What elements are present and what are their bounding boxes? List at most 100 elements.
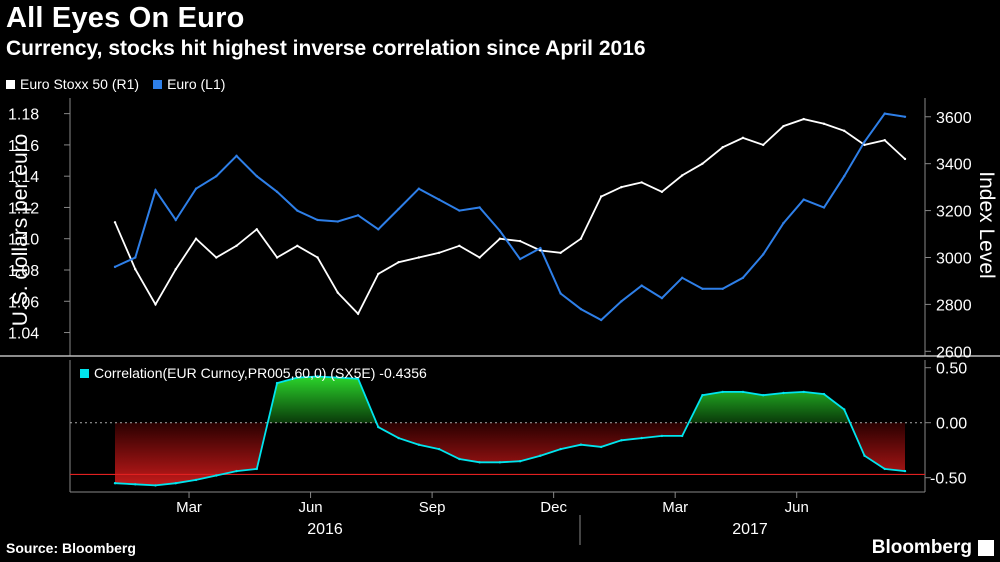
legend-label-euro: Euro (L1) xyxy=(167,76,226,92)
euro-point xyxy=(194,187,198,190)
euro-point xyxy=(620,300,623,303)
correlation-point xyxy=(194,478,198,482)
stoxx-point xyxy=(539,249,542,252)
euro-point xyxy=(356,214,360,217)
correlation-point xyxy=(762,394,765,397)
legend-swatch-euro xyxy=(153,79,163,89)
lower-right-tick-label: -0.50 xyxy=(930,471,967,488)
euro-point xyxy=(437,198,441,201)
y-axis-left-label: U.S. dollars per euro xyxy=(9,134,32,327)
correlation-point xyxy=(903,469,907,473)
correlation-point xyxy=(134,483,137,486)
stoxx-point xyxy=(458,244,461,247)
euro-point xyxy=(235,154,238,158)
stoxx-point xyxy=(903,157,907,161)
correlation-point xyxy=(782,391,785,395)
stoxx-point xyxy=(113,221,117,224)
x-tick-group: Mar Jun Sep Dec Mar Jun xyxy=(176,492,809,516)
stoxx-point xyxy=(822,122,826,126)
upper-point-group xyxy=(113,112,907,322)
left-tick-label: 1.18 xyxy=(8,107,39,124)
stoxx-point xyxy=(255,228,258,231)
correlation-point xyxy=(599,445,603,449)
stoxx-point xyxy=(154,303,157,306)
euro-series-line xyxy=(114,112,906,322)
brand-logo-text: Bloomberg xyxy=(871,537,972,558)
euro-point xyxy=(296,209,299,212)
euro-point xyxy=(599,318,603,322)
upper-left-tick-group: 1.04 1.06 1.08 1.10 1.12 1.14 1.16 1.18 xyxy=(8,107,70,343)
stoxx-point xyxy=(660,190,664,194)
right-tick-label: 3400 xyxy=(936,157,972,174)
euro-point xyxy=(417,187,421,190)
correlation-point xyxy=(296,376,299,379)
correlation-point xyxy=(255,467,258,471)
x-tick-label: Mar xyxy=(176,499,202,516)
source-note: Source: Bloomberg xyxy=(6,540,136,556)
right-tick-label: 3600 xyxy=(936,110,972,127)
euro-point xyxy=(822,206,826,209)
euro-point xyxy=(539,246,542,250)
y-axis-right-label: Index Level xyxy=(975,171,998,278)
stoxx-point xyxy=(843,129,846,133)
positive-correlation-area xyxy=(267,376,850,423)
correlation-point xyxy=(863,454,866,457)
euro-point xyxy=(721,287,724,290)
correlation-point xyxy=(356,377,360,380)
euro-point xyxy=(336,220,340,223)
x-tick-label: Mar xyxy=(662,499,688,516)
correlation-point xyxy=(701,394,704,397)
correlation-point xyxy=(417,443,421,446)
correlation-point xyxy=(336,376,340,379)
lower-right-tick-label: 0.50 xyxy=(936,361,967,378)
x-tick-label: Dec xyxy=(540,499,567,516)
euro-point xyxy=(377,228,380,231)
left-tick-label: 1.08 xyxy=(8,263,39,280)
correlation-point xyxy=(275,381,279,385)
correlation-point xyxy=(883,467,886,471)
stoxx-point xyxy=(640,181,643,184)
correlation-point xyxy=(397,436,400,440)
euro-point xyxy=(275,190,279,194)
correlation-area-group xyxy=(115,376,905,486)
legend-label-stoxx: Euro Stoxx 50 (R1) xyxy=(20,76,140,92)
euro-point xyxy=(134,256,137,259)
correlation-legend-swatch xyxy=(80,369,89,378)
correlation-point xyxy=(498,461,502,464)
correlation-point xyxy=(518,460,522,463)
bloomberg-mark-icon xyxy=(978,540,994,556)
euro-point xyxy=(498,229,502,233)
euro-point xyxy=(215,174,218,178)
correlation-point xyxy=(579,443,583,446)
euro-point xyxy=(782,221,785,225)
x-tick-label: Sep xyxy=(419,499,446,516)
stoxx-point xyxy=(316,256,319,259)
correlation-point xyxy=(215,474,218,477)
euro-point xyxy=(680,276,684,280)
correlation-point xyxy=(680,434,684,438)
lower-right-tick-group: 0.50 0.00 -0.50 xyxy=(925,361,967,488)
right-tick-label: 2600 xyxy=(936,344,972,361)
correlation-point xyxy=(478,461,481,464)
stoxx-point xyxy=(559,251,562,254)
stoxx-point xyxy=(721,146,724,149)
stoxx-point xyxy=(680,174,684,177)
lower-right-tick-label: 0.00 xyxy=(936,416,967,433)
euro-point xyxy=(559,292,562,295)
correlation-point xyxy=(822,392,826,396)
stoxx-point xyxy=(397,260,400,264)
stoxx-point xyxy=(478,256,481,259)
stoxx-point xyxy=(498,237,502,240)
stoxx-point xyxy=(275,256,279,259)
left-tick-label: 1.12 xyxy=(8,200,39,217)
euro-point xyxy=(660,296,664,300)
stoxx-point xyxy=(518,239,522,243)
upper-right-tick-group: 2600 2800 3000 3200 3400 3600 xyxy=(925,110,972,361)
euro-point xyxy=(154,189,157,192)
right-tick-label: 3200 xyxy=(936,204,972,221)
euro-point xyxy=(903,115,907,118)
stoxx-point xyxy=(194,237,198,240)
correlation-point xyxy=(802,390,805,394)
left-tick-label: 1.14 xyxy=(8,169,39,186)
correlation-point xyxy=(235,469,238,473)
